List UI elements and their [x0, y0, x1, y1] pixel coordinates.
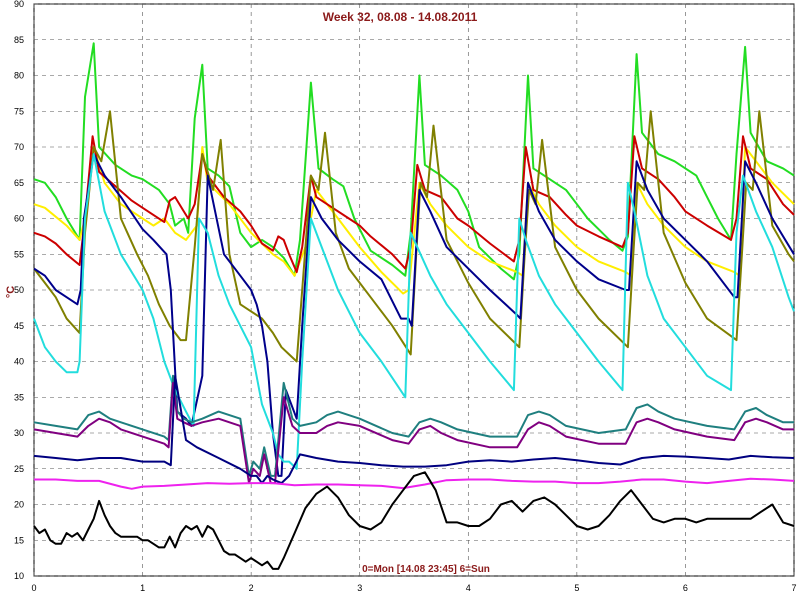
y-tick-label: 55 — [14, 249, 24, 259]
y-axis-label: °C — [5, 286, 17, 298]
series-line-4 — [33, 110, 795, 363]
y-tick-label: 45 — [14, 321, 24, 331]
x-tick-label: 7 — [791, 583, 796, 593]
series-line-6 — [33, 153, 795, 470]
y-tick-label: 70 — [14, 142, 24, 152]
series-line-9 — [33, 374, 795, 485]
y-tick-label: 60 — [14, 214, 24, 224]
x-tick-label: 3 — [357, 583, 362, 593]
y-tick-label: 25 — [14, 464, 24, 474]
y-tick-label: 35 — [14, 392, 24, 402]
x-tick-label: 6 — [683, 583, 688, 593]
series-line-5 — [33, 153, 795, 477]
y-tick-label: 65 — [14, 178, 24, 188]
y-axis-ticks: 10 15 20 25 30 35 40 45 50 55 60 65 70 75 80 85 90 — [14, 0, 24, 581]
x-tick-label: 1 — [140, 583, 145, 593]
y-tick-label: 90 — [14, 0, 24, 9]
series-line-3 — [33, 135, 795, 274]
series-line-8 — [33, 381, 794, 485]
y-tick-label: 80 — [14, 71, 24, 81]
x-tick-label: 4 — [466, 583, 471, 593]
y-tick-label: 10 — [14, 571, 24, 581]
grid — [33, 3, 795, 577]
y-tick-label: 30 — [14, 428, 24, 438]
y-tick-label: 20 — [14, 500, 24, 510]
y-tick-label: 75 — [14, 106, 24, 116]
x-tick-label: 5 — [574, 583, 579, 593]
y-tick-label: 50 — [14, 285, 24, 295]
x-tick-label: 0 — [31, 583, 36, 593]
series-line-2 — [33, 146, 795, 295]
y-tick-label: 40 — [14, 357, 24, 367]
chart-footer-note: 0=Mon [14.08 23:45] 6=Sun — [362, 564, 490, 575]
x-axis-ticks: 0 1 2 3 4 5 6 7 — [31, 583, 796, 593]
y-tick-label: 15 — [14, 535, 24, 545]
chart-title: Week 32, 08.08 - 14.08.2011 — [323, 10, 478, 24]
series-group — [33, 42, 795, 570]
series-line-10 — [34, 477, 795, 490]
x-tick-label: 2 — [249, 583, 254, 593]
series-line-11 — [33, 471, 795, 570]
y-tick-label: 85 — [14, 35, 24, 45]
